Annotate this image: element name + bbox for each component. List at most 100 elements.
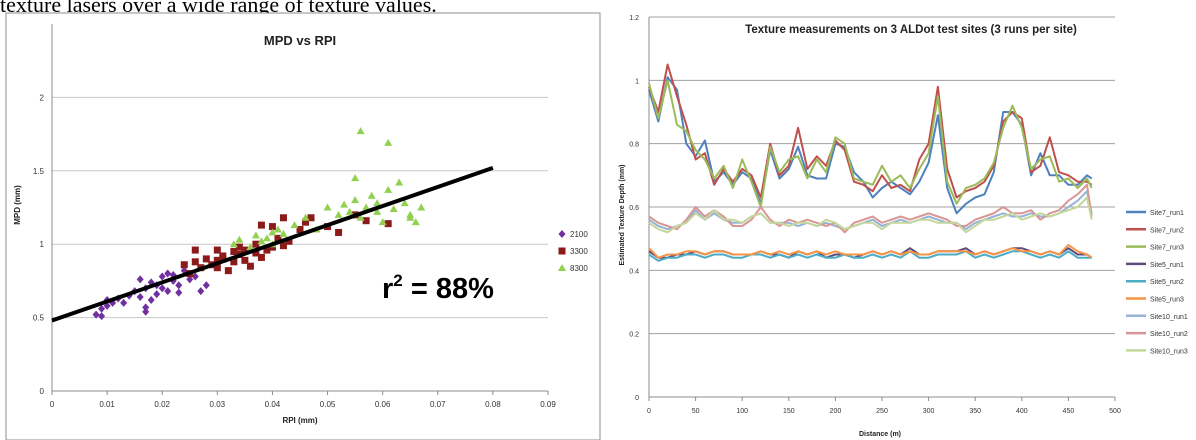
chart1-legend-label: 2100 [570,230,588,239]
scatter-point-2100 [164,287,172,296]
scatter-point-3300 [279,214,287,222]
chart1-y-tick-label: 1 [40,240,45,249]
chart1-x-tick-label: 0.05 [320,400,336,409]
scatter-point-3300 [296,226,304,234]
chart1-trendline [51,165,494,323]
scatter-point-8300 [356,127,365,135]
chart1-x-tick-label: 0.07 [430,400,446,409]
scatter-point-2100 [147,295,155,304]
chart2-y-tick-label: 0.6 [629,205,639,212]
scatter-point-8300 [345,207,354,215]
scatter-point-8300 [373,199,382,207]
scatter-point-3300 [257,253,265,261]
chart2-x-tick-label: 150 [783,408,795,415]
scatter-point-2100 [98,304,106,313]
scatter-point-8300 [406,210,415,218]
chart2-y-tick-label: 1 [635,78,639,85]
scatter-point-8300 [356,213,365,221]
scatter-point-2100 [164,269,172,278]
scatter-point-8300 [246,243,255,251]
scatter-point-3300 [285,237,293,245]
scatter-point-3300 [191,246,199,254]
r2-value: = 88% [403,273,494,305]
scatter-point-8300 [340,200,349,208]
line-series-Site10_run2 [648,183,1093,234]
scatter-point-3300 [307,214,315,222]
scatter-point-3300 [180,261,188,269]
scatter-point-3300 [252,240,260,248]
chart2-legend-label: Site5_run1 [1150,262,1184,269]
scatter-point-8300 [257,237,266,245]
scatter-point-3300 [302,218,310,226]
r2-superscript: 2 [393,271,402,290]
scatter-point-3300 [191,258,199,266]
scatter-point-8300 [334,210,343,218]
scatter-point-8300 [558,264,566,271]
chart1-title: MPD vs RPI [264,33,336,48]
chart2-legend-label: Site5_run2 [1150,279,1184,286]
chart2-legend-label: Site7_run3 [1150,245,1184,252]
scatter-point-8300 [362,203,371,211]
chart1-legend-label: 3300 [570,247,588,256]
chart1-x-tick-label: 0.01 [99,400,115,409]
scatter-point-8300 [301,213,310,221]
scatter-point-2100 [158,284,166,293]
scatter-point-8300 [389,204,398,212]
chart1-x-tick-label: 0.03 [210,400,226,409]
scatter-point-3300 [335,228,343,236]
scatter-point-8300 [378,218,387,226]
scatter-point-3300 [235,243,243,251]
chart1-r2-annotation: r2 = 88% [382,271,494,305]
line-series-Site10_run3 [648,196,1093,234]
chart2-y-tick-label: 0.8 [629,142,639,149]
chart2-legend-label: Site10_run3 [1150,348,1188,355]
scatter-point-8300 [367,191,376,199]
scatter-point-2100 [158,272,166,281]
scatter-point-3300 [279,242,287,250]
scatter-point-8300 [279,229,288,237]
scatter-point-3300 [241,246,249,254]
scatter-point-8300 [373,207,382,215]
scatter-point-2100 [142,303,150,312]
scatter-point-2100 [136,275,144,284]
scatter-point-8300 [235,235,244,243]
scatter-point-2100 [558,230,566,238]
chart1-group: 0 0.5 1 1.5 2 0 0.01 0.02 0.03 0.04 0.05 0.06 0.07 0.… [5,12,601,440]
scatter-point-8300 [268,228,277,236]
chart1-y-tick-label: 1.5 [33,167,45,176]
scatter-point-3300 [213,256,221,264]
line-series-Site7_run2 [648,63,1093,199]
scatter-point-8300 [251,231,260,239]
scatter-point-3300 [384,220,392,228]
chart2-title: Texture measurements on 3 ALDot test sit… [745,24,1077,36]
scatter-point-8300 [229,240,238,248]
scatter-point-3300 [230,258,238,266]
scatter-point-3300 [257,221,265,229]
chart2-y-tick-label: 0.4 [629,268,639,275]
scatter-point-3300 [213,264,221,272]
line-series-Site7_run1 [648,76,1093,215]
chart1-x-label: RPI (mm) [282,416,317,425]
chart2-x-tick-label: 0 [647,408,651,415]
chart2-x-tick-label: 400 [1016,408,1028,415]
scatter-point-3300 [558,247,566,255]
chart2-legend-label: Site7_run2 [1150,227,1184,234]
scatter-point-3300 [252,249,260,257]
chart1-x-tick-label: 0.04 [265,400,281,409]
scatter-point-8300 [411,218,420,226]
chart2-x-tick-label: 450 [1063,408,1075,415]
chart2-x-tick-label: 250 [876,408,888,415]
chart2-legend-label: Site7_run1 [1150,210,1184,217]
scatter-point-2100 [202,281,210,290]
scatter-point-8300 [323,203,332,211]
chart2-group: 0 0.2 0.4 0.6 0.8 1 1.2 0 50 100 150 200 250 300 350 40… [619,15,1188,438]
chart1-y-tick-label: 0 [40,387,45,396]
chart1-y-label: MPD (mm) [13,185,22,225]
chart1-y-tick-label: 0.5 [33,314,45,323]
scatter-point-8300 [400,199,409,207]
chart2-x-tick-label: 50 [692,408,700,415]
scatter-point-8300 [262,234,271,242]
scatter-point-3300 [241,256,249,264]
scatter-point-2100 [175,288,183,297]
